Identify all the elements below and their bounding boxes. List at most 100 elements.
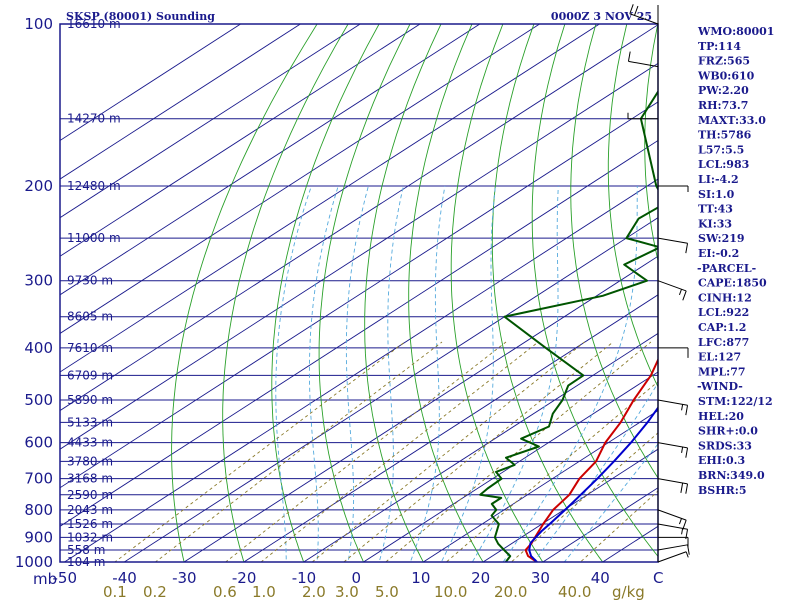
isotherm-line xyxy=(60,139,658,527)
pressure-tick-label: 600 xyxy=(24,434,53,452)
wind-barb-flag xyxy=(678,518,682,525)
height-label: 14270 m xyxy=(67,112,121,126)
index-label: SI:1.0 xyxy=(698,188,735,201)
height-label: 7610 m xyxy=(67,341,113,355)
mixing-ratio-line xyxy=(343,341,614,562)
wind-barb-staff xyxy=(657,478,688,485)
height-label: 16610 m xyxy=(67,17,121,31)
mixing-ratio-line xyxy=(260,341,539,562)
mixing-ratio-tick-label: 10.0 xyxy=(434,583,467,600)
index-label: LCL:922 xyxy=(698,306,749,319)
wind-barb-flag xyxy=(681,446,684,453)
height-label: 6709 m xyxy=(67,368,113,382)
wind-barb-flag xyxy=(681,528,684,535)
isotherm-line xyxy=(60,62,658,450)
height-labels: 16610 m 14270 m 12480 m 11000 m 9730 m 8605 m… xyxy=(67,17,121,569)
moist-adiabat-line xyxy=(409,185,446,562)
height-label: 12480 m xyxy=(67,179,121,193)
wind-barb-flag xyxy=(685,243,689,254)
dry-adiabat-line xyxy=(364,24,442,562)
wind-barb xyxy=(657,280,687,301)
isotherm-line xyxy=(60,101,658,489)
wind-barb-flag xyxy=(685,447,689,458)
dry-adiabat-line xyxy=(570,24,658,479)
wind-barb-staff xyxy=(628,60,659,68)
index-label: CAP:1.2 xyxy=(698,321,746,334)
moist-adiabat-line xyxy=(563,443,658,562)
plot-frame xyxy=(59,23,659,563)
pressure-tick-label: 700 xyxy=(24,470,53,488)
index-label: CINH:12 xyxy=(698,291,752,304)
wind-barb xyxy=(657,551,689,563)
index-label: WB0:610 xyxy=(697,69,755,82)
isotherm-line xyxy=(60,24,301,180)
index-label: TP:114 xyxy=(698,40,741,53)
height-label: 3168 m xyxy=(67,472,113,486)
mixing-ratio-tick-label: 3.0 xyxy=(335,583,359,600)
index-label: FRZ:565 xyxy=(698,55,750,68)
temperature-tick-label: 10 xyxy=(411,569,430,587)
index-label: TH:5786 xyxy=(698,129,752,142)
temperature-tick-label: -30 xyxy=(172,569,197,587)
mixing-ratio-tick-label: 0.1 xyxy=(103,583,127,600)
wind-barb-staff xyxy=(629,13,659,25)
index-label: EI:-0.2 xyxy=(698,247,739,260)
pressure-tick-label: 400 xyxy=(24,339,53,357)
wind-barbs xyxy=(627,4,690,563)
wind-barb xyxy=(657,478,689,494)
index-label: SW:219 xyxy=(698,232,745,245)
chart-title: SKSP (80001) Sounding xyxy=(66,10,215,23)
index-label: MPL:77 xyxy=(698,365,746,378)
wind-barb-flag xyxy=(627,51,631,62)
height-label: 5890 m xyxy=(67,393,113,407)
dry-adiabat-line xyxy=(318,24,411,562)
mixing-ratio-line xyxy=(311,341,585,562)
mixing-ratio-tick-label: 1.0 xyxy=(252,583,276,600)
background-grid xyxy=(60,24,800,573)
wind-barb-flag xyxy=(682,290,687,301)
wind-barb-flag xyxy=(681,404,684,411)
wind-barb xyxy=(657,442,689,458)
mixing-ratio-labels: 0.1 0.2 0.6 1.0 2.0 3.0 5.0 10.0 20.0 40.0 g/kg xyxy=(103,583,645,600)
wind-barb-flag xyxy=(678,289,682,296)
isotherm-line xyxy=(243,294,658,562)
index-label: SRDS:33 xyxy=(698,439,752,452)
pressure-tick-label: 200 xyxy=(24,177,53,195)
index-label: PW:2.20 xyxy=(698,84,749,97)
chart-time: 0000Z 3 NOV 25 xyxy=(551,10,652,23)
index-label: HEL:20 xyxy=(698,410,744,423)
pressure-tick-label: 300 xyxy=(24,272,53,290)
height-label: 2590 m xyxy=(67,488,113,502)
wind-barb-flag xyxy=(687,544,690,555)
wind-barb-staff xyxy=(657,442,688,449)
temperature-tick-label: 40 xyxy=(591,569,610,587)
mixing-ratio-line xyxy=(445,381,658,562)
mixing-ratio-tick-label: 5.0 xyxy=(375,583,399,600)
index-label: LCL:983 xyxy=(698,158,749,171)
index-label: LFC:877 xyxy=(698,336,749,349)
wind-barb-staff xyxy=(657,544,688,551)
wind-barb-flag xyxy=(629,4,634,14)
index-label: BSHR:5 xyxy=(698,484,747,497)
index-label: EHI:0.3 xyxy=(698,454,745,467)
wind-barb xyxy=(657,399,689,416)
isotherm-line xyxy=(60,24,600,373)
temperature-tick-label: 0 xyxy=(352,569,362,587)
height-label: 3780 m xyxy=(67,454,113,468)
isotherm-line xyxy=(482,448,658,562)
dry-adiabat-line xyxy=(408,24,484,562)
moist-adiabat-line xyxy=(440,185,496,562)
height-label: 9730 m xyxy=(67,274,113,288)
temperature-tick-label: C xyxy=(653,569,663,587)
dry-adiabat-line xyxy=(271,24,380,562)
index-label: MAXT:33.0 xyxy=(698,114,766,127)
index-label: LI:-4.2 xyxy=(698,173,739,186)
index-label: L57:5.5 xyxy=(698,143,744,156)
isotherm-line xyxy=(363,371,658,562)
dry-adiabat-line xyxy=(781,24,800,573)
index-label: SHR+:0.0 xyxy=(698,425,758,438)
wind-barb-flag xyxy=(685,405,689,416)
mixing-ratio-tick-label: 0.2 xyxy=(143,583,167,600)
wind-barb-flag xyxy=(682,519,687,530)
